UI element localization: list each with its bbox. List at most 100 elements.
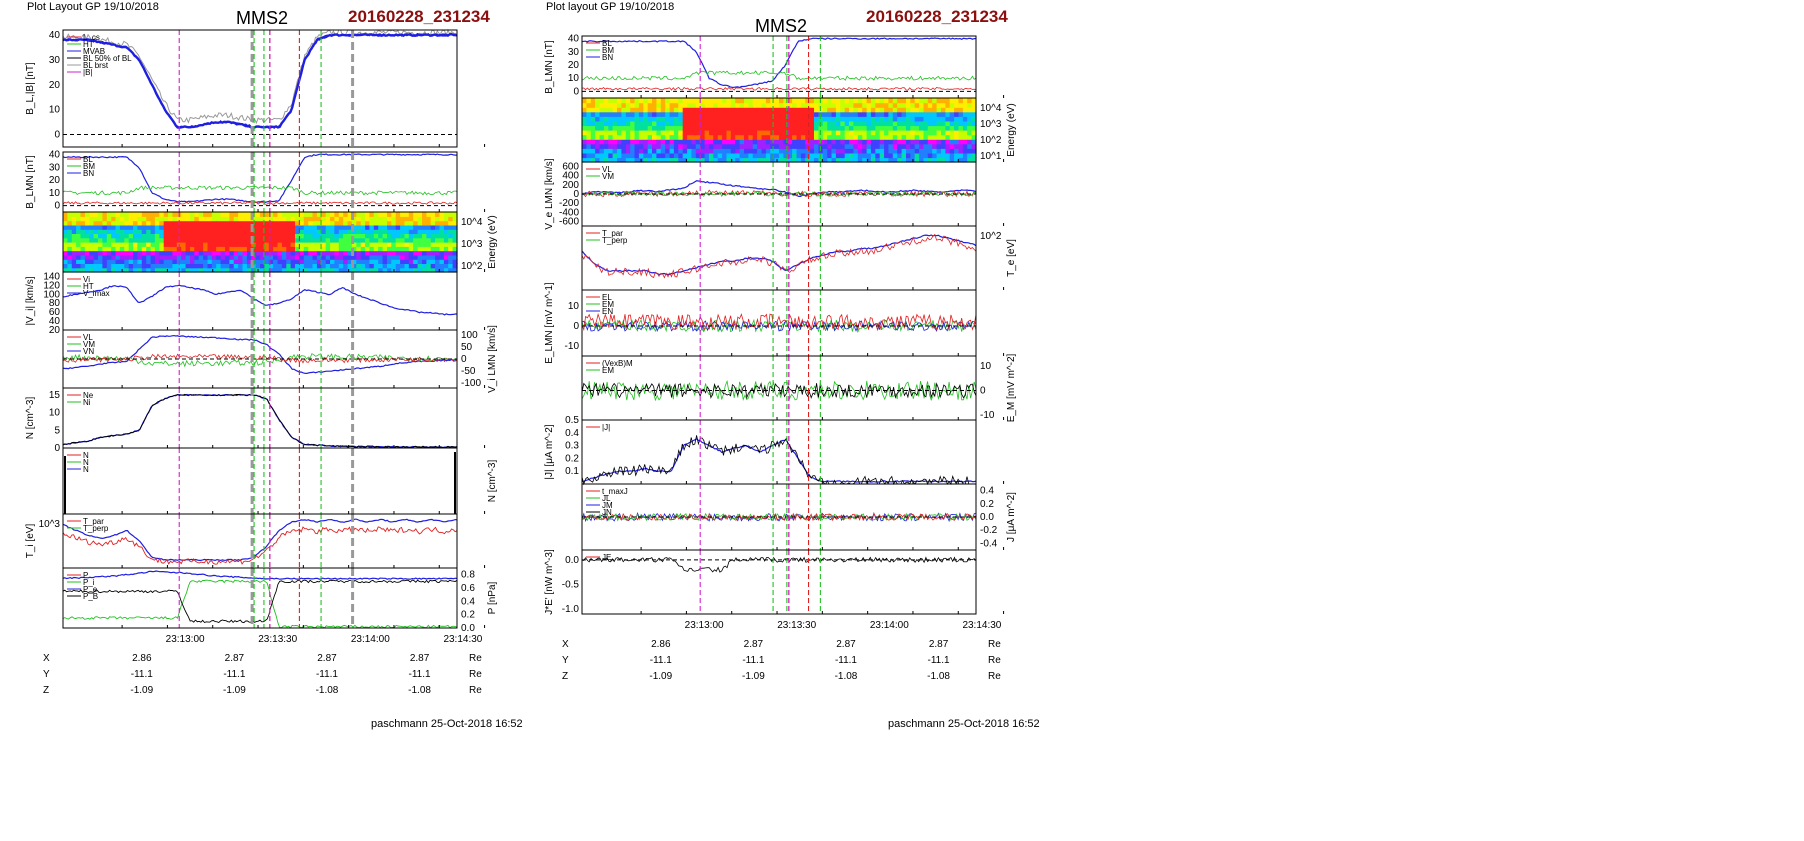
left-panel-3-cell [119,229,125,234]
right-panel-2-cell [962,107,968,113]
left-panel-3-cell [378,229,384,234]
right-panel-2-cell [941,98,946,104]
right-panel-2-cell [678,130,684,136]
left-panel-3-cell [233,220,239,226]
left-panel-3-cell [63,250,68,256]
left-panel-3-cell [295,229,300,234]
right-panel-2-cell [927,107,933,113]
left-panel-3-cell [225,242,230,247]
right-panel-2-cell [595,98,601,104]
left-pos-value: 2.86 [132,653,152,664]
right-panel-2-cell [678,139,684,145]
right-pos-value: 2.86 [651,639,671,650]
right-panel-2-cell [914,130,920,136]
left-panel-3-cell [387,212,392,217]
right-panel-2-cell [945,120,951,127]
left-panel-3-cell [233,224,239,230]
left-panel-9-y-tick-label: 0.8 [461,570,475,581]
right-panel-2-cell [765,107,771,113]
left-panel-3-cell [356,224,362,230]
right-panel-2-cell [870,107,876,113]
right-panel-2-cell [927,102,933,108]
left-panel-3-cell [378,237,384,243]
left-panel-3-cell [63,216,68,222]
left-panel-3-cell [203,259,209,264]
right-panel-2-cell [621,125,627,131]
right-panel-2-cell [621,98,627,104]
left-panel-3-cell [316,216,322,222]
left-panel-2-legend-label: BL [83,155,93,164]
right-panel-2-cell [590,148,596,154]
left-panel-3-cell [80,224,86,230]
left-panel-8-legend-label: T_par [83,517,104,526]
right-panel-2-cell [752,116,758,122]
left-panel-3-cell [207,263,213,269]
left-panel-3-cell [71,237,77,243]
right-panel-2-cell [774,134,780,140]
right-panel-2-cell [730,152,736,159]
right-panel-2-cell [713,130,719,136]
left-panel-3-cell [238,246,244,252]
right-panel-2-cell [945,152,951,159]
left-panel-3-cell [172,216,178,222]
left-panel-3-cell [128,212,134,217]
left-panel-3-cell [360,237,366,243]
left-panel-3-cell [356,233,362,239]
left-panel-3-cell [382,267,388,273]
left-panel-3-cell [172,250,178,256]
right-pos-unit: Re [988,639,1001,650]
left-panel-3-cell [334,246,340,252]
left-panel-3-cell [373,242,379,247]
left-panel-3-cell [111,250,117,256]
right-panel-2-cell [941,157,946,163]
right-panel-2-cell [932,148,938,154]
left-panel-3-cell [141,250,147,256]
left-panel-3-cell [395,263,401,269]
right-panel-2-cell [582,120,587,127]
left-panel-3-cell [67,242,73,247]
left-panel-3-cell [400,246,406,252]
left-panel-3-cell [220,246,226,252]
left-panel-3-cell [334,250,340,256]
right-panel-3-series-line [581,180,977,197]
left-panel-3-cell [264,250,270,256]
left-panel-3-cell [387,229,392,234]
right-panel-2-cell [835,130,841,136]
right-panel-2-cell [700,152,706,159]
right-panel-2-cell [945,102,951,108]
left-panel-3-cell [260,229,265,234]
right-panel-2-cell [765,139,771,145]
left-panel-3-cell [119,212,125,217]
left-panel-3-cell [76,229,82,234]
left-panel-3-cell [330,263,335,269]
left-panel-3-cell [351,242,357,247]
left-panel-3-cell [67,224,73,230]
left-panel-3-cell [159,237,165,243]
left-panel-3-cell [242,246,248,252]
left-panel-3-cell [260,242,265,247]
right-panel-2-cell [779,98,784,104]
left-panel-3-cell [76,242,82,247]
left-panel-3-cell [338,254,344,260]
right-panel-2-cell [660,134,666,140]
right-panel-2-cell [814,152,819,159]
left-panel-3-cell [84,250,90,256]
left-panel-3-cell [71,254,77,260]
left-panel-3-cell [413,259,419,264]
left-panel-3-cell [76,216,82,222]
right-panel-1-legend-label: BM [602,46,614,55]
right-panel-2-cell [857,139,863,145]
left-pos-value: -11.1 [409,669,431,680]
right-panel-2-cell [744,157,749,163]
right-panel-2-cell [656,98,662,104]
left-panel-5-legend-label: VL [83,333,93,342]
left-panel-3-cell [255,212,261,217]
right-panel-2-cell [967,157,973,163]
right-panel-2-cell [971,143,977,149]
right-panel-2-cell [757,152,763,159]
left-panel-3-cell [404,263,410,269]
right-panel-2-cell [849,143,854,149]
left-panel-3-cell [137,233,143,239]
right-panel-2-cell [919,139,925,145]
left-panel-3-cell [435,233,441,239]
